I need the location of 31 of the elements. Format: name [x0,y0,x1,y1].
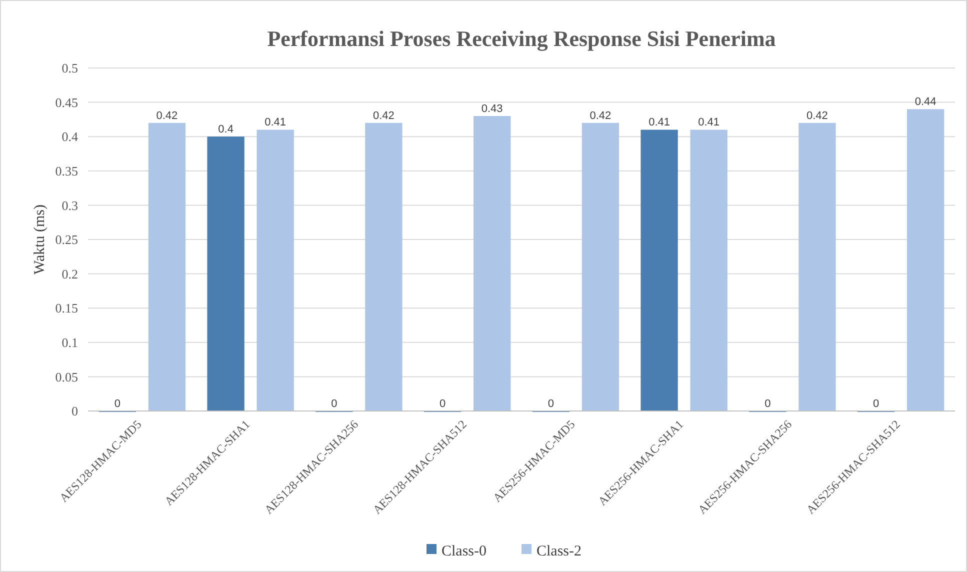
data-label: 0.41 [648,116,670,129]
y-tick-label: 0.2 [62,266,78,282]
data-label: 0.43 [481,103,503,116]
y-tick-label: 0.5 [62,60,78,76]
y-tick-label: 0.45 [55,94,78,110]
data-label: 0 [114,398,120,410]
data-label: 0.44 [914,96,936,108]
data-label: 0.41 [264,116,286,129]
data-label: 0.42 [806,110,828,122]
data-label: 0 [439,398,446,410]
data-label: 0.42 [373,110,394,122]
chart-title: Performansi Proses Receiving Response Sisi Penerima [267,26,776,51]
data-label: 0.42 [590,110,612,122]
data-label: 0 [331,398,338,410]
data-label: 0.42 [156,110,178,122]
y-tick-label: 0 [72,404,78,419]
y-tick-label: 0.35 [55,163,78,178]
data-label: 0.4 [218,124,234,136]
y-tick-label: 0.3 [62,198,78,213]
data-label: 0.41 [698,116,720,129]
data-label: 0 [764,398,771,410]
legend-label: Class-0 [442,543,486,560]
data-label: 0 [872,398,880,410]
y-tick-label: 0.4 [62,129,78,144]
y-tick-label: 0.15 [55,300,78,316]
y-axis-title: Waktu (ms) [32,204,48,275]
y-tick-label: 0.1 [62,334,78,350]
legend-label: Class-2 [536,543,582,560]
data-label: 0 [548,398,554,410]
y-tick-label: 0.05 [55,369,78,384]
y-tick-label: 0.25 [55,232,78,248]
